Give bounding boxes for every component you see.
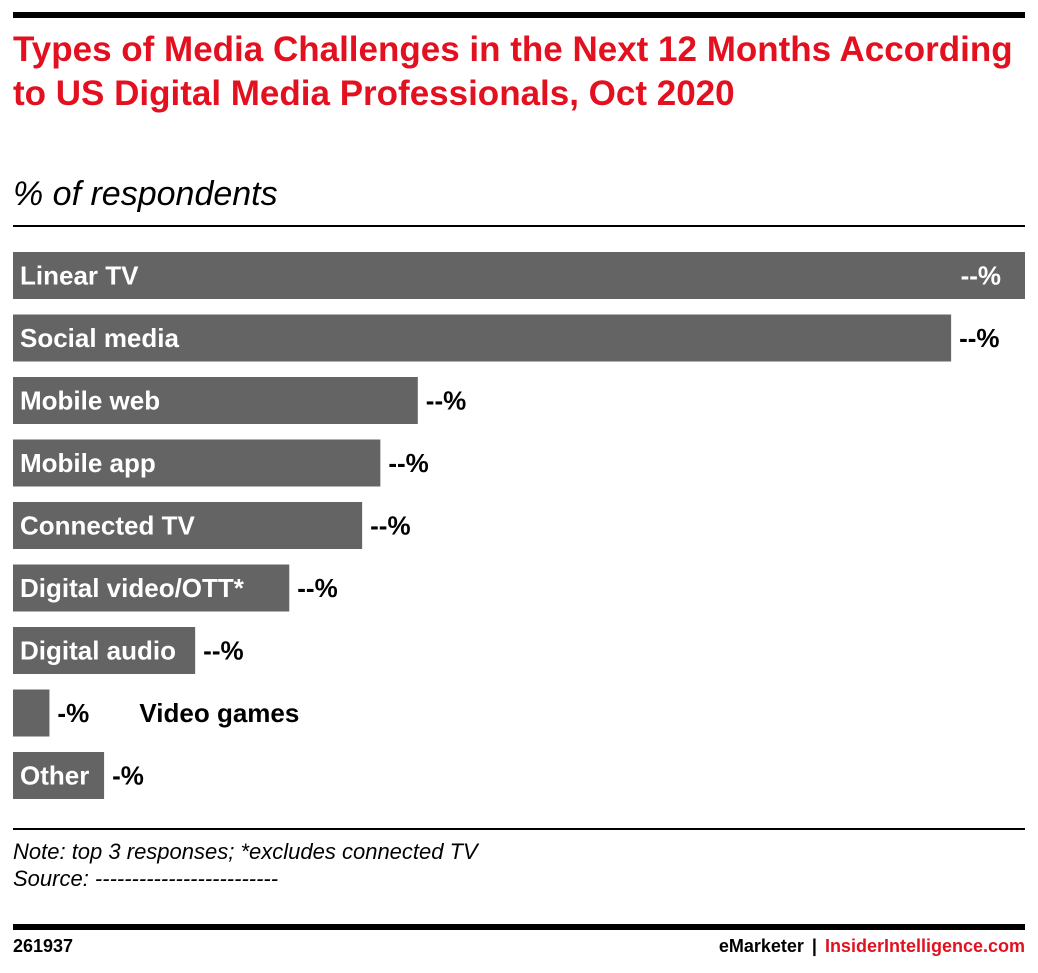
note-text: Note: top 3 responses; *excludes connect… [13,839,478,864]
category-label-7: Video games [139,698,299,728]
category-label-6: Digital audio [20,636,176,666]
value-label-7: -% [57,698,89,728]
category-label-5: Digital video/OTT* [20,573,245,603]
chart-subtitle: % of respondents [13,175,278,213]
brand-credit: eMarketer | InsiderIntelligence.com [719,936,1025,957]
chart-id: 261937 [13,936,74,956]
brand-separator: | [811,936,817,956]
bar-chart: Linear TV --% Social media --% Mobile web --%… [13,252,1025,799]
value-label-1: --% [959,323,999,353]
value-label-6: --% [203,636,243,666]
value-label-5: --% [297,573,337,603]
value-label-4: --% [370,511,410,541]
bar-3 [13,439,381,487]
category-label-4: Connected TV [20,511,195,541]
brand-insider-intelligence: InsiderIntelligence.com [824,936,1025,956]
subtitle-rule [13,225,1025,227]
bar-6 [13,627,196,674]
bar-1 [13,314,952,362]
value-label-3: --% [388,448,428,478]
bar-5 [13,564,290,612]
top-rule [13,12,1025,18]
bar-0 [13,252,1025,299]
bar-2 [13,377,418,424]
value-label-0: --% [961,261,1001,291]
bar-7 [13,689,50,737]
note-rule [13,828,1025,830]
bar-4 [13,502,363,549]
brand-emarketer: eMarketer [718,936,804,956]
category-label-1: Social media [20,323,179,353]
bar-8 [13,752,105,799]
category-label-8: Other [20,761,89,791]
value-label-8: -% [112,761,144,791]
source-text: Source: ------------------------- [13,866,279,891]
category-label-3: Mobile app [20,448,156,478]
chart-notes: Note: top 3 responses; *excludes connect… [13,838,478,892]
chart-title: Types of Media Challenges in the Next 12… [13,30,1013,113]
value-label-2: --% [426,386,466,416]
category-label-0: Linear TV [20,261,139,291]
category-label-2: Mobile web [20,386,160,416]
footer-rule [13,924,1025,930]
